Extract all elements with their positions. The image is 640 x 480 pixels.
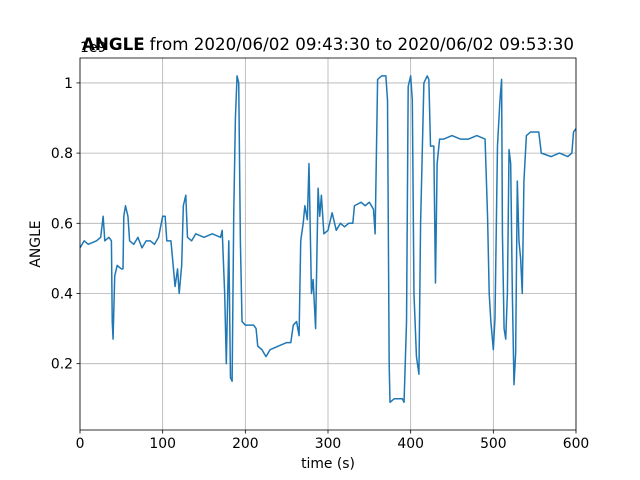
x-tick-label: 400 <box>397 436 424 452</box>
x-tick-label: 100 <box>149 436 176 452</box>
title-name: ANGLE <box>82 34 145 54</box>
x-tick-label: 500 <box>480 436 507 452</box>
y-tick-label: 0.4 <box>51 286 73 302</box>
x-tick-label: 600 <box>563 436 590 452</box>
x-axis-label: time (s) <box>301 456 355 472</box>
x-tick-label: 300 <box>315 436 342 452</box>
plot-frame <box>79 57 577 431</box>
y-tick-label: 0.8 <box>51 146 73 162</box>
y-axis-label: ANGLE <box>28 220 44 267</box>
data-line <box>79 75 577 404</box>
chart-title: ANGLE from 2020/06/02 09:43:30 to 2020/06… <box>82 34 574 54</box>
y-tick-label: 0.2 <box>51 357 73 373</box>
y-tick-label: 1 <box>64 76 73 92</box>
y-offset-label: 1e9 <box>80 40 106 56</box>
x-tick-label: 0 <box>76 436 85 452</box>
y-tick-label: 0.6 <box>51 216 73 232</box>
x-tick-label: 200 <box>232 436 259 452</box>
title-range: from 2020/06/02 09:43:30 to 2020/06/02 0… <box>150 34 574 54</box>
